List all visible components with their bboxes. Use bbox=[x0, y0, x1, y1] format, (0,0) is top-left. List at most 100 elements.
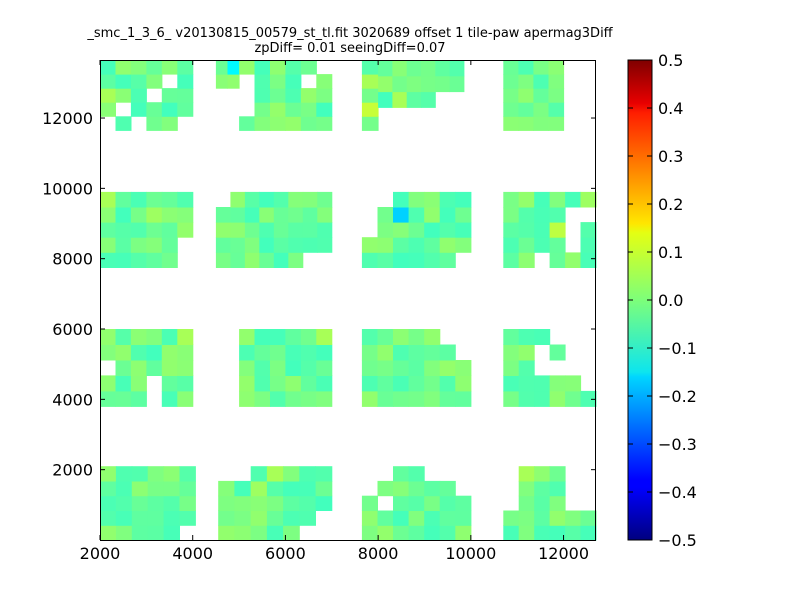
heatmap-cell bbox=[435, 75, 451, 93]
heatmap-cell bbox=[503, 60, 519, 75]
colorbar-tick-label: 0.1 bbox=[658, 243, 683, 262]
heatmap-cell bbox=[424, 222, 441, 238]
heatmap-cell bbox=[244, 191, 260, 208]
heatmap-cell bbox=[130, 207, 147, 223]
x-tick-label: 8000 bbox=[358, 544, 399, 563]
heatmap-cell bbox=[439, 252, 456, 268]
heatmap-cell bbox=[100, 88, 116, 103]
heatmap-cell bbox=[518, 252, 535, 268]
heatmap-cell bbox=[115, 375, 132, 392]
heatmap-cell bbox=[254, 116, 271, 131]
heatmap-cell bbox=[316, 375, 333, 392]
heatmap-cell bbox=[361, 60, 379, 75]
heatmap-cell bbox=[361, 237, 378, 253]
heatmap-cell bbox=[533, 102, 549, 117]
heatmap-cell bbox=[377, 329, 394, 345]
heatmap-cell bbox=[534, 495, 551, 511]
heatmap-cell bbox=[259, 237, 275, 253]
heatmap-cell bbox=[435, 60, 451, 77]
heatmap-cell bbox=[424, 237, 441, 253]
heatmap-cell bbox=[503, 207, 520, 223]
heatmap-cell bbox=[270, 102, 286, 117]
heatmap-cell bbox=[115, 466, 133, 482]
heatmap-cell bbox=[161, 60, 178, 75]
heatmap-cell bbox=[300, 102, 317, 117]
heatmap-cell bbox=[234, 495, 252, 511]
heatmap-cell bbox=[455, 222, 472, 238]
heatmap-cell bbox=[250, 525, 268, 541]
heatmap-cell bbox=[424, 375, 441, 392]
heatmap-cell bbox=[393, 525, 410, 541]
heatmap-cell bbox=[177, 329, 194, 345]
heatmap-cell bbox=[302, 191, 318, 208]
heatmap-cell bbox=[146, 222, 163, 238]
heatmap-cell bbox=[518, 102, 534, 117]
heatmap-cell bbox=[424, 344, 441, 361]
heatmap-cell bbox=[254, 102, 271, 117]
heatmap-cell bbox=[299, 466, 316, 482]
heatmap-cell bbox=[163, 525, 180, 541]
heatmap-cell bbox=[146, 191, 163, 208]
heatmap-cell bbox=[270, 88, 286, 103]
heatmap-cell bbox=[408, 222, 425, 238]
y-tick-label: 10000 bbox=[42, 179, 93, 198]
heatmap-cell bbox=[439, 237, 456, 253]
heatmap-cell bbox=[533, 116, 549, 131]
heatmap-cell bbox=[421, 75, 436, 93]
heatmap-cell bbox=[115, 116, 132, 131]
colorbar-tick-label: 0.0 bbox=[658, 291, 683, 310]
heatmap-cell bbox=[179, 510, 196, 526]
heatmap-cell bbox=[548, 88, 565, 103]
heatmap-cell bbox=[503, 102, 519, 117]
heatmap-cell bbox=[239, 360, 256, 376]
heatmap-cell bbox=[534, 510, 551, 526]
heatmap-cell bbox=[218, 525, 235, 541]
heatmap-cell bbox=[285, 344, 302, 361]
heatmap-cell bbox=[285, 375, 302, 392]
heatmap-cell bbox=[283, 480, 300, 497]
heatmap-cell bbox=[161, 237, 178, 253]
heatmap-cell bbox=[147, 525, 165, 541]
colorbar-tick-label: −0.1 bbox=[658, 339, 697, 358]
heatmap-cell bbox=[392, 60, 408, 77]
heatmap-cells bbox=[100, 60, 597, 541]
heatmap-cell bbox=[392, 91, 408, 108]
heatmap-cell bbox=[100, 375, 116, 392]
heatmap-cell bbox=[361, 252, 378, 268]
heatmap-cell bbox=[273, 207, 289, 223]
heatmap-cell bbox=[393, 390, 410, 407]
heatmap-cell bbox=[393, 191, 410, 208]
heatmap-cell bbox=[317, 191, 333, 208]
heatmap-cell bbox=[130, 222, 147, 238]
heatmap-cell bbox=[115, 222, 132, 238]
heatmap-cell bbox=[215, 60, 228, 75]
heatmap-cell bbox=[393, 222, 410, 238]
y-tick-label: 12000 bbox=[42, 109, 93, 128]
heatmap-cell bbox=[549, 525, 566, 541]
heatmap-cell bbox=[565, 191, 582, 208]
heatmap-cell bbox=[316, 390, 333, 407]
heatmap-cell bbox=[300, 360, 317, 376]
heatmap-cell bbox=[147, 510, 165, 526]
heatmap-cell bbox=[302, 207, 318, 223]
heatmap-cell bbox=[215, 222, 231, 238]
heatmap-cell bbox=[100, 222, 116, 238]
colorbar-tick-label: −0.2 bbox=[658, 387, 697, 406]
heatmap-cell bbox=[161, 329, 178, 345]
heatmap-cell bbox=[115, 237, 132, 253]
heatmap-cell bbox=[177, 191, 194, 208]
heatmap-cell bbox=[177, 88, 194, 103]
heatmap-cell bbox=[408, 344, 425, 361]
heatmap-cell bbox=[130, 344, 147, 361]
heatmap-cell bbox=[518, 191, 535, 208]
heatmap-cell bbox=[549, 375, 566, 392]
heatmap-cell bbox=[161, 344, 178, 361]
heatmap-cell bbox=[244, 237, 260, 253]
heatmap-cell bbox=[100, 390, 116, 407]
heatmap-cell bbox=[393, 344, 410, 361]
heatmap-cell bbox=[580, 390, 597, 407]
heatmap-cell bbox=[115, 495, 133, 511]
heatmap-cell bbox=[565, 252, 582, 268]
heatmap-cell bbox=[439, 480, 456, 497]
heatmap-cell bbox=[534, 466, 551, 482]
